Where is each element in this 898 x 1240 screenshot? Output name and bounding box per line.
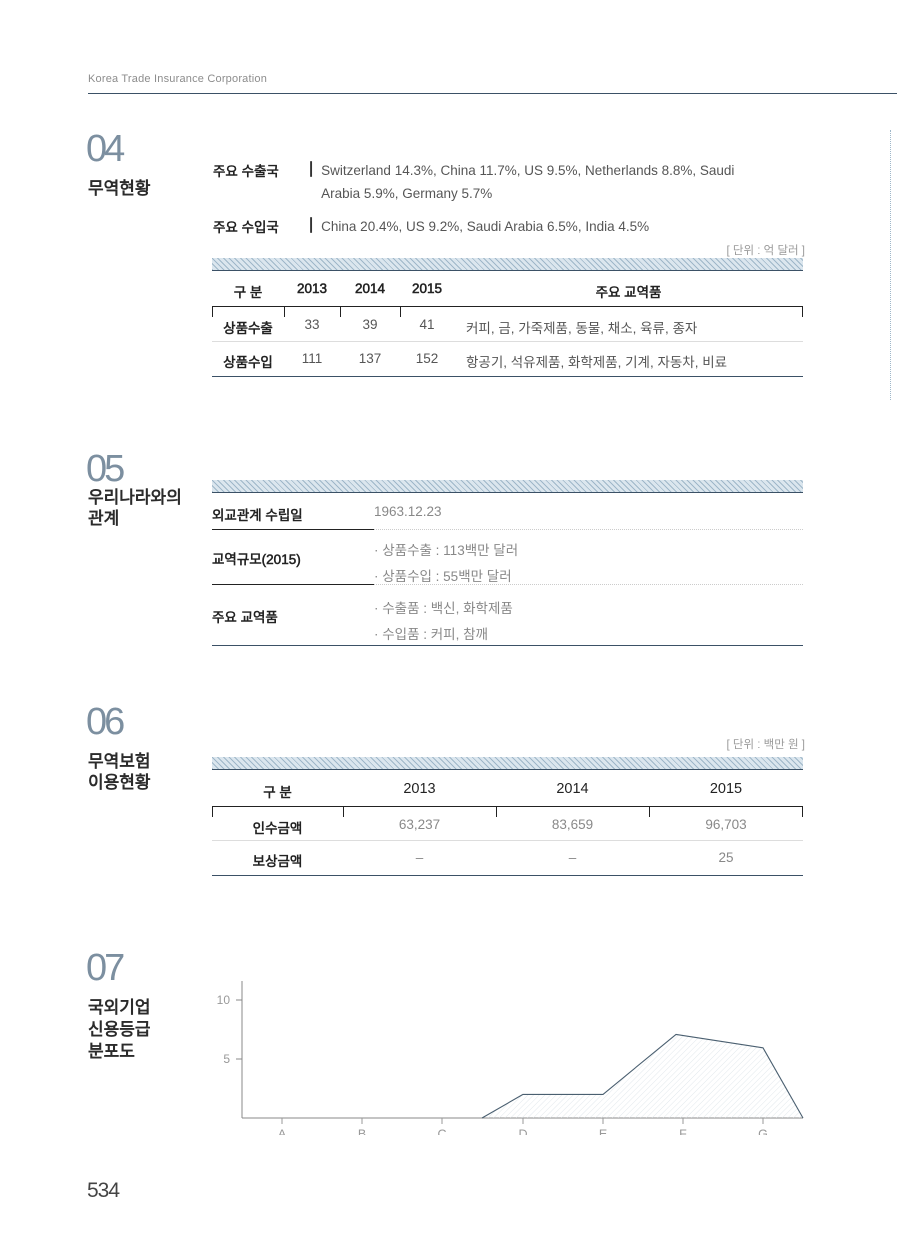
svg-text:F: F [679,1127,687,1135]
svg-text:B: B [358,1127,366,1135]
svg-text:G: G [758,1127,768,1135]
svg-text:10: 10 [217,993,231,1007]
svg-text:C: C [437,1127,446,1135]
svg-text:5: 5 [223,1052,230,1066]
svg-text:A: A [278,1127,287,1135]
svg-text:D: D [518,1127,527,1135]
svg-text:E: E [599,1127,608,1135]
